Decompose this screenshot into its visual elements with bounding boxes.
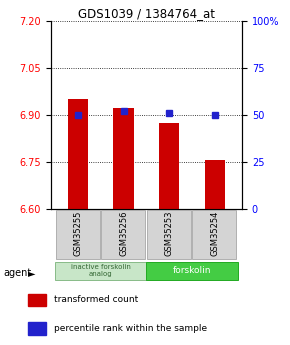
Text: GSM35254: GSM35254 <box>210 211 219 256</box>
Bar <box>28 322 46 335</box>
Bar <box>113 108 134 209</box>
Text: percentile rank within the sample: percentile rank within the sample <box>54 324 207 333</box>
Bar <box>204 160 225 209</box>
Bar <box>159 122 180 209</box>
Bar <box>101 210 145 259</box>
Bar <box>68 99 88 209</box>
Bar <box>55 262 146 280</box>
Text: GSM35253: GSM35253 <box>165 211 174 256</box>
Text: agent: agent <box>3 268 31 278</box>
Bar <box>192 210 236 259</box>
Bar <box>28 294 46 306</box>
Text: GSM35255: GSM35255 <box>74 211 83 256</box>
Text: transformed count: transformed count <box>54 296 138 305</box>
Text: GSM35256: GSM35256 <box>119 211 128 256</box>
Text: inactive forskolin
analog: inactive forskolin analog <box>71 264 131 277</box>
Bar <box>147 210 191 259</box>
Title: GDS1039 / 1384764_at: GDS1039 / 1384764_at <box>78 7 215 20</box>
Text: ►: ► <box>28 268 35 278</box>
Text: forskolin: forskolin <box>173 266 211 275</box>
Bar <box>56 210 100 259</box>
Bar <box>146 262 238 280</box>
